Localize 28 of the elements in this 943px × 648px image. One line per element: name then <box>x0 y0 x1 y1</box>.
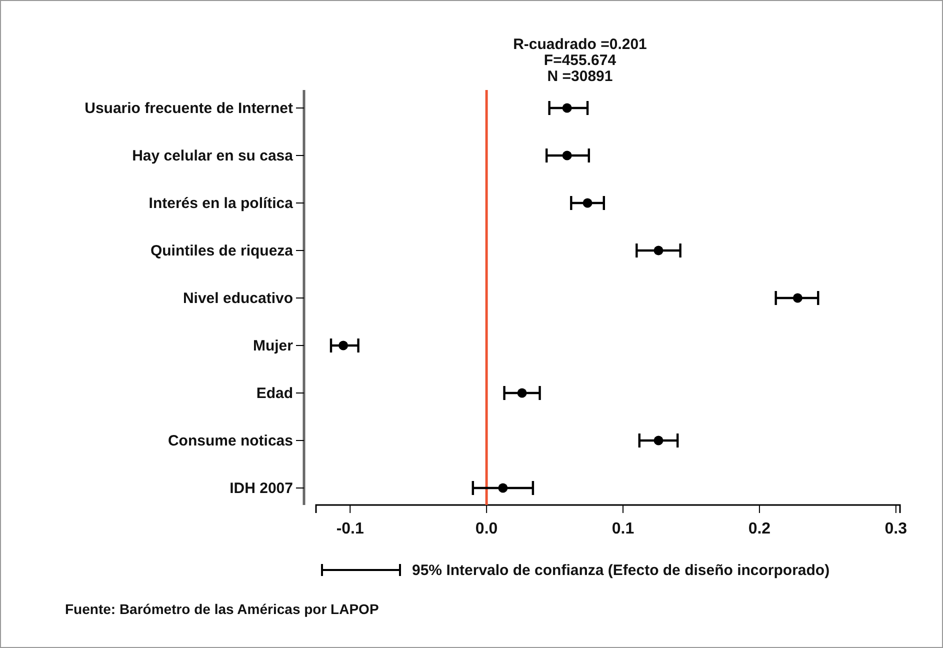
y-tick-label: Consume noticas <box>168 432 293 450</box>
point <box>498 483 508 493</box>
text: F=455.674 <box>544 52 617 69</box>
y-tick-label: Usuario frecuente de Internet <box>84 100 293 117</box>
source-note: Fuente: Barómetro de las Américas por LAPOP <box>65 601 379 617</box>
y-tick-label: Quintiles de riqueza <box>150 242 294 260</box>
x-tick-label: 0.3 <box>884 520 908 538</box>
y-tick-label: Mujer <box>252 337 294 354</box>
x-tick-label: -0.1 <box>336 520 364 538</box>
point <box>517 388 527 398</box>
point <box>562 150 572 160</box>
legend-label: 95% Intervalo de confianza (Efecto de diseño incorporado) <box>412 562 830 579</box>
y-tick-label: Edad <box>256 384 293 402</box>
point <box>654 436 664 446</box>
point <box>562 103 572 113</box>
y-tick-label: IDH 2007 <box>230 480 293 497</box>
text: R-cuadrado =0.201 <box>513 36 647 53</box>
point <box>654 246 664 256</box>
point <box>792 293 802 303</box>
y-tick-label: Hay celular en su casa <box>132 147 294 164</box>
text: N =30891 <box>547 68 613 85</box>
x-tick-label: 0.1 <box>612 520 634 538</box>
x-tick-label: 0.0 <box>475 520 498 538</box>
point <box>582 198 592 208</box>
point <box>338 340 348 350</box>
x-tick-label: 0.2 <box>748 520 771 538</box>
y-tick-label: Interés en la política <box>148 194 294 212</box>
y-tick-label: Nivel educativo <box>182 290 293 307</box>
